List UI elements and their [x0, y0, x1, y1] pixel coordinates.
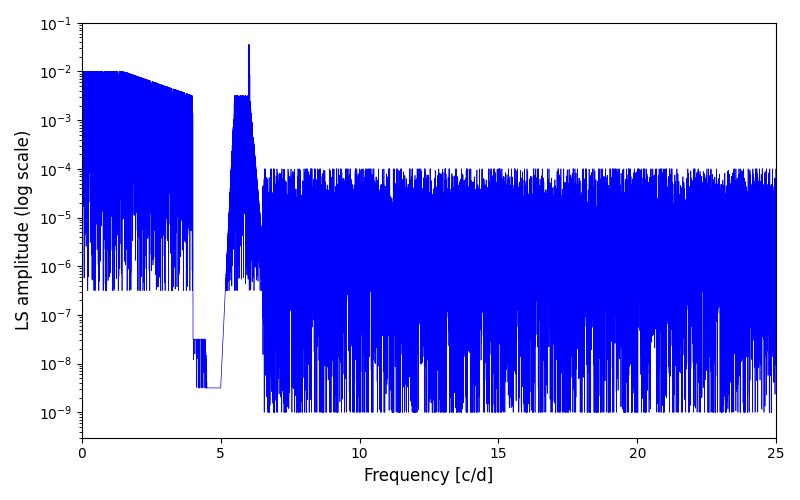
X-axis label: Frequency [c/d]: Frequency [c/d] [364, 467, 494, 485]
Y-axis label: LS amplitude (log scale): LS amplitude (log scale) [15, 130, 33, 330]
